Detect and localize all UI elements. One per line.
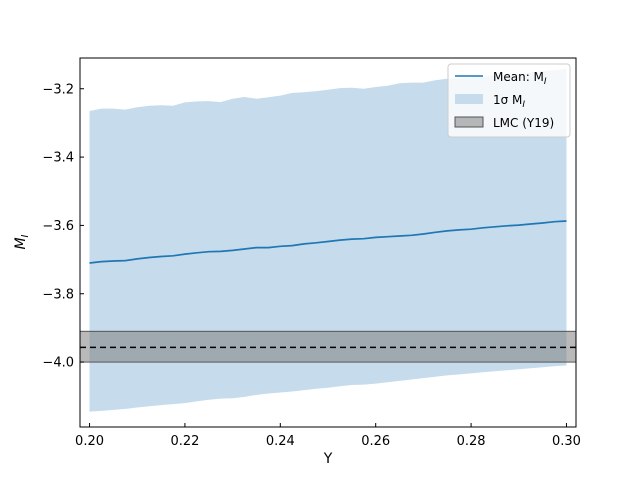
y-tick-label: −4.0 bbox=[42, 356, 74, 371]
x-tick-label: 0.22 bbox=[170, 434, 199, 449]
mean-line bbox=[89, 220, 567, 264]
legend-mean-sub: I bbox=[544, 77, 547, 87]
x-tick-label: 0.26 bbox=[361, 434, 390, 449]
x-axis-label: Y bbox=[323, 451, 333, 467]
y-axis-label-main: M bbox=[13, 237, 29, 249]
ticks: 0.20 0.22 0.24 0.26 0.28 0.30 −4.0 −3.8 −3.6 −3.4… bbox=[42, 82, 581, 449]
x-tick-label: 0.30 bbox=[552, 434, 581, 449]
y-tick-label: −3.6 bbox=[42, 219, 74, 234]
x-tick-label: 0.20 bbox=[75, 434, 104, 449]
legend-mean-main: Mean: M bbox=[493, 70, 544, 84]
legend-sigma-sub: I bbox=[522, 100, 525, 110]
legend-swatch-sigma bbox=[455, 94, 483, 104]
legend-sigma-main: 1σ M bbox=[493, 93, 522, 107]
y-tick-label: −3.8 bbox=[42, 287, 74, 302]
y-tick-label: −3.4 bbox=[42, 151, 74, 166]
x-tick-label: 0.24 bbox=[266, 434, 295, 449]
legend-entry-mean: Mean: MI bbox=[493, 70, 547, 87]
legend-swatch-lmc bbox=[454, 116, 484, 128]
sigma-band bbox=[89, 68, 567, 412]
x-tick-label: 0.28 bbox=[457, 434, 486, 449]
y-axis-label: MI bbox=[13, 234, 31, 249]
axes-frame bbox=[79, 57, 577, 428]
y-tick-label: −3.2 bbox=[42, 82, 74, 97]
y-axis-label-sub: I bbox=[20, 234, 31, 237]
legend-entry-lmc: LMC (Y19) bbox=[493, 116, 554, 130]
plot-area bbox=[80, 68, 576, 412]
legend: Mean: MI 1σ MI LMC (Y19) bbox=[447, 63, 571, 138]
legend-entry-sigma: 1σ MI bbox=[493, 93, 525, 110]
